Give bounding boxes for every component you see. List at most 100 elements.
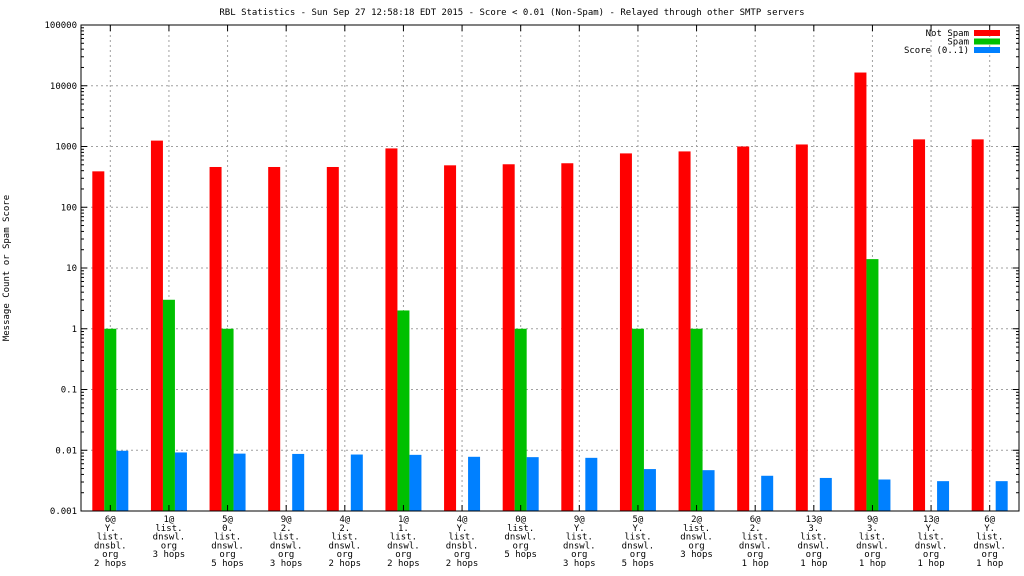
x-category-label-line: org bbox=[395, 550, 411, 560]
x-category-label-line: 1@ bbox=[164, 515, 175, 525]
x-category-label-line: org bbox=[102, 550, 118, 560]
x-category-label-line: 5 hops bbox=[504, 550, 537, 560]
bars bbox=[92, 72, 1008, 512]
x-category-label-line: org bbox=[923, 550, 939, 560]
x-category-label-line: 6@ bbox=[750, 515, 761, 525]
x-category-label-line: dnswl. bbox=[680, 533, 713, 543]
x-category-label: 2@ list. dnswl. org 3 hops bbox=[680, 515, 713, 560]
y-tick-label: 10000 bbox=[50, 82, 77, 92]
bar-score-0-1 bbox=[233, 453, 246, 511]
x-category-label: 4@ Y. list. dnsbl. org 2 hops bbox=[446, 515, 479, 569]
bar-not-spam bbox=[444, 165, 457, 511]
x-category-label-line: 4@ bbox=[339, 515, 350, 525]
x-category-label-line: dnswl. bbox=[915, 541, 948, 551]
x-category-label-line: org bbox=[864, 550, 880, 560]
x-category-label-line: 0@ bbox=[515, 515, 526, 525]
x-category-label-line: list. bbox=[624, 533, 651, 543]
y-tick-label: 0.001 bbox=[50, 507, 77, 517]
x-category-label: 13@ Y. list. dnswl. org 1 hop bbox=[915, 515, 948, 569]
x-category-label-line: 3 hops bbox=[270, 559, 303, 569]
x-category-label-line: 1 hop bbox=[918, 559, 945, 569]
x-category-label-line: org bbox=[513, 541, 529, 551]
x-category-label: 6@ 2. list. dnswl. org 1 hop bbox=[739, 515, 772, 569]
x-category-label-line: 3 hops bbox=[680, 550, 713, 560]
bar-not-spam bbox=[737, 146, 750, 511]
legend-swatch bbox=[974, 47, 1000, 53]
bar-not-spam bbox=[913, 139, 926, 511]
bar-not-spam bbox=[385, 148, 398, 511]
x-category-label-line: 1@ bbox=[398, 515, 409, 525]
x-category-label-line: list. bbox=[859, 533, 886, 543]
x-category-label-line: 5 hops bbox=[211, 559, 244, 569]
x-category-label: 6@ Y. list. dnswl. org 1 hop bbox=[973, 515, 1006, 569]
bar-score-0-1 bbox=[761, 475, 774, 511]
bar-not-spam bbox=[326, 166, 339, 511]
y-axis-label: Message Count or Spam Score bbox=[2, 195, 12, 341]
x-category-label-line: 9@ bbox=[867, 515, 878, 525]
bar-not-spam bbox=[795, 144, 808, 511]
x-category-label-line: 9@ bbox=[281, 515, 292, 525]
x-category-label: 1@ list. dnswl. org 3 hops bbox=[153, 515, 186, 560]
x-category-label-line: list. bbox=[273, 533, 300, 543]
x-category-label-line: 2. bbox=[750, 524, 761, 534]
plot-frame bbox=[80, 24, 1020, 512]
y-tick-label: 1 bbox=[72, 325, 77, 335]
legend-label: Spam bbox=[947, 38, 969, 48]
x-category-label-line: Y. bbox=[574, 524, 585, 534]
x-category-label-line: org bbox=[161, 541, 177, 551]
bar-score-0-1 bbox=[643, 469, 656, 511]
x-category-label: 5@ 0. list. dnswl. org 5 hops bbox=[211, 515, 244, 569]
bar-not-spam bbox=[268, 166, 281, 511]
bar-not-spam bbox=[150, 140, 163, 511]
x-category-label-line: dnswl. bbox=[973, 541, 1006, 551]
x-category-label-line: list. bbox=[390, 533, 417, 543]
x-category-label-line: Y. bbox=[457, 524, 468, 534]
bar-not-spam bbox=[854, 72, 867, 512]
x-category-label-line: list. bbox=[214, 533, 241, 543]
x-category-label-line: 2 hops bbox=[94, 559, 127, 569]
x-category-label-line: Y. bbox=[984, 524, 995, 534]
x-category-label-line: list. bbox=[331, 533, 358, 543]
x-category-label-line: 13@ bbox=[923, 515, 940, 525]
x-category-label-line: 2 hops bbox=[329, 559, 362, 569]
x-category-label-line: list. bbox=[742, 533, 769, 543]
bar-score-0-1 bbox=[819, 477, 832, 511]
x-category-label: 6@ Y. list. dnsbl. org 2 hops bbox=[94, 515, 127, 569]
bar-score-0-1 bbox=[116, 450, 129, 511]
bar-not-spam bbox=[971, 139, 984, 511]
x-category-label-line: dnswl. bbox=[211, 541, 244, 551]
x-category-label-line: 4@ bbox=[457, 515, 468, 525]
bar-score-0-1 bbox=[526, 457, 539, 511]
bar-score-0-1 bbox=[937, 481, 950, 511]
x-category-label-line: dnswl. bbox=[270, 541, 303, 551]
legend-swatch bbox=[974, 30, 1000, 36]
chart-title: RBL Statistics - Sun Sep 27 12:58:18 EDT… bbox=[219, 8, 804, 18]
bar-score-0-1 bbox=[174, 452, 187, 511]
x-category-label-line: Y. bbox=[105, 524, 116, 534]
x-category-label-line: dnswl. bbox=[504, 533, 537, 543]
x-category-label-line: list. bbox=[507, 524, 534, 534]
y-tick-label: 1000 bbox=[55, 143, 77, 153]
x-category-label-line: 2 hops bbox=[387, 559, 420, 569]
x-category-label-line: 3 hops bbox=[563, 559, 596, 569]
bar-not-spam bbox=[561, 163, 574, 511]
x-category-label-line: org bbox=[688, 541, 704, 551]
x-category-label-line: org bbox=[571, 550, 587, 560]
x-category-label-line: dnswl. bbox=[798, 541, 831, 551]
x-category-label-line: dnsbl. bbox=[94, 541, 127, 551]
x-category-label-line: 2. bbox=[339, 524, 350, 534]
bar-score-0-1 bbox=[878, 479, 891, 511]
x-category-label-line: dnswl. bbox=[563, 541, 596, 551]
x-category-label-line: org bbox=[806, 550, 822, 560]
y-tick-label: 100000 bbox=[44, 21, 77, 31]
legend-swatch bbox=[974, 38, 1000, 45]
bar-not-spam bbox=[502, 164, 515, 511]
x-category-label-line: list. bbox=[566, 533, 593, 543]
x-category-label-line: list. bbox=[155, 524, 182, 534]
x-category-label-line: 1 hop bbox=[800, 559, 827, 569]
x-category-label-line: 3. bbox=[867, 524, 878, 534]
bar-spam bbox=[221, 328, 234, 511]
legend-label: Not Spam bbox=[926, 29, 969, 39]
